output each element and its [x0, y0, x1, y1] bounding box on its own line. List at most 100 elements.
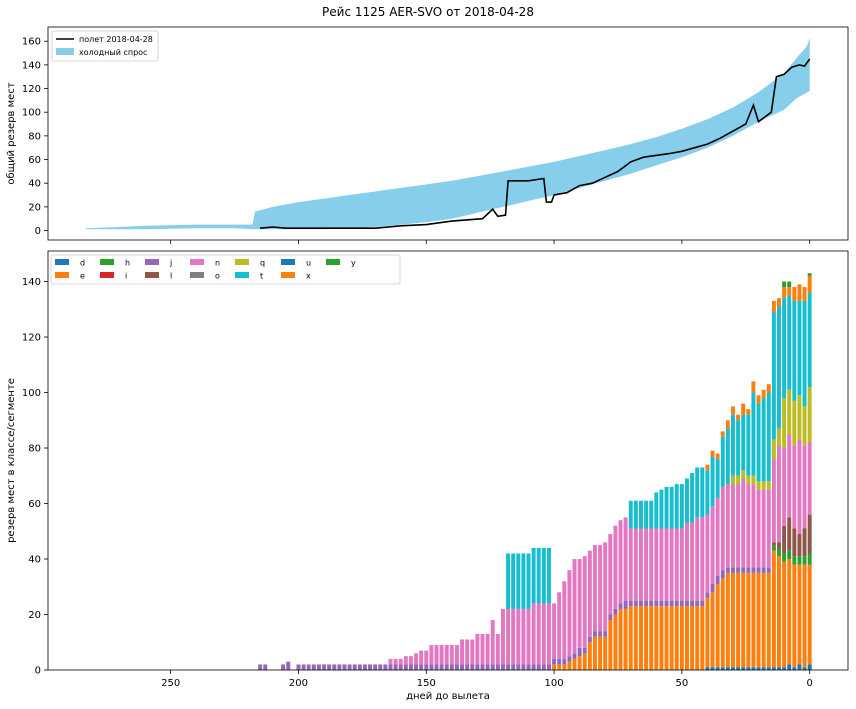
- bar-segment-j: [378, 664, 383, 670]
- bar-segment-y: [807, 273, 812, 276]
- x-tick-label: 250: [161, 678, 180, 689]
- bar-segment-n: [541, 603, 546, 665]
- bar-segment-j: [322, 664, 327, 670]
- bar-segment-t: [771, 312, 776, 440]
- bar-segment-t: [695, 467, 700, 518]
- bar-segment-j: [332, 664, 337, 670]
- bar-segment-t: [741, 414, 746, 471]
- bar-segment-n: [403, 656, 408, 665]
- bar-segment-j: [654, 600, 659, 607]
- bar-segment-d: [792, 667, 797, 670]
- bar-segment-e: [725, 572, 730, 668]
- bar-segment-j: [429, 664, 434, 670]
- bar-segment-e: [807, 564, 812, 665]
- bar-segment-d: [807, 664, 812, 670]
- bar-segment-n: [633, 528, 638, 601]
- bar-segment-j: [608, 614, 613, 621]
- bar-segment-h: [771, 545, 776, 551]
- bar-segment-d: [725, 667, 730, 670]
- bar-segment-j: [649, 600, 654, 607]
- bar-segment-n: [690, 522, 695, 601]
- bar-segment-j: [460, 664, 465, 670]
- bar-segment-e: [756, 572, 761, 668]
- bar-segment-t: [649, 500, 654, 529]
- bar-segment-n: [771, 459, 776, 543]
- y-tick-label: 160: [22, 37, 41, 48]
- y-tick-label: 80: [28, 131, 41, 142]
- bar-segment-d: [741, 667, 746, 670]
- bar-segment-n: [526, 608, 531, 665]
- bar-segment-q: [736, 475, 741, 485]
- bar-segment-x: [720, 431, 725, 437]
- bar-segment-n: [562, 581, 567, 659]
- bar-segment-j: [526, 664, 531, 670]
- bar-segment-e: [587, 642, 592, 670]
- bar-segment-j: [761, 567, 766, 573]
- bar-segment-j: [511, 664, 516, 670]
- legend-swatch-l: [145, 272, 159, 278]
- legend-swatch-q: [235, 259, 249, 265]
- legend-swatch-j: [145, 259, 159, 265]
- bar-segment-e: [700, 606, 705, 670]
- bar-segment-q: [741, 470, 746, 479]
- bar-segment-j: [311, 664, 316, 670]
- bar-segment-n: [741, 478, 746, 568]
- bar-segment-d: [746, 667, 751, 670]
- bar-segment-t: [797, 300, 802, 396]
- bar-segment-n: [598, 545, 603, 632]
- bar-segment-t: [541, 547, 546, 604]
- bar-segment-j: [475, 664, 480, 670]
- bar-segment-j: [751, 567, 756, 573]
- bar-segment-e: [608, 620, 613, 670]
- bar-segment-n: [725, 484, 730, 568]
- legend-label: t: [260, 272, 263, 281]
- bar-segment-e: [618, 608, 623, 670]
- y-tick-label: 40: [28, 555, 41, 566]
- bar-segment-x: [736, 414, 741, 421]
- bar-segment-j: [368, 664, 373, 670]
- bar-segment-j: [741, 567, 746, 573]
- bar-segment-j: [490, 664, 495, 670]
- bar-segment-j: [342, 664, 347, 670]
- y-tick-label: 100: [22, 388, 41, 399]
- bar-segment-d: [720, 667, 725, 670]
- bar-segment-j: [485, 664, 490, 670]
- flight-line: [260, 58, 811, 229]
- bar-segment-n: [587, 550, 592, 637]
- bar-segment-e: [567, 661, 572, 670]
- bar-segment-q: [761, 481, 766, 490]
- bar-segment-n: [731, 484, 735, 568]
- bar-segment-e: [802, 564, 807, 668]
- bar-segment-n: [736, 484, 741, 568]
- bar-segment-n: [531, 603, 536, 665]
- bar-segment-j: [398, 664, 403, 670]
- bar-segment-j: [480, 664, 485, 670]
- bar-segment-n: [664, 528, 669, 601]
- x-tick-label: 200: [289, 678, 308, 689]
- bar-segment-j: [495, 664, 500, 670]
- bar-segment-e: [761, 572, 766, 668]
- bar-segment-q: [787, 389, 792, 435]
- bar-segment-n: [552, 603, 557, 659]
- bar-segment-j: [628, 600, 633, 607]
- bar-segment-x: [782, 287, 787, 299]
- bar-segment-j: [562, 658, 567, 665]
- x-tick-label: 100: [545, 678, 564, 689]
- legend-swatch-x: [281, 272, 295, 278]
- bar-segment-l: [797, 534, 802, 557]
- bar-segment-e: [669, 606, 674, 670]
- bar-segment-e: [787, 559, 792, 665]
- bar-segment-t: [792, 300, 797, 401]
- bar-segment-e: [685, 606, 689, 670]
- bar-segment-t: [807, 292, 812, 387]
- bottom-legend: de hi jl no qt ux y: [50, 254, 401, 285]
- y-tick-label: 60: [28, 499, 41, 510]
- bar-segment-t: [766, 392, 771, 482]
- bar-segment-j: [470, 664, 475, 670]
- bar-segment-j: [659, 600, 664, 607]
- legend-swatch-h: [100, 259, 114, 265]
- bar-segment-j: [582, 647, 587, 654]
- legend-swatch-u: [281, 259, 295, 265]
- bar-segment-t: [536, 547, 541, 604]
